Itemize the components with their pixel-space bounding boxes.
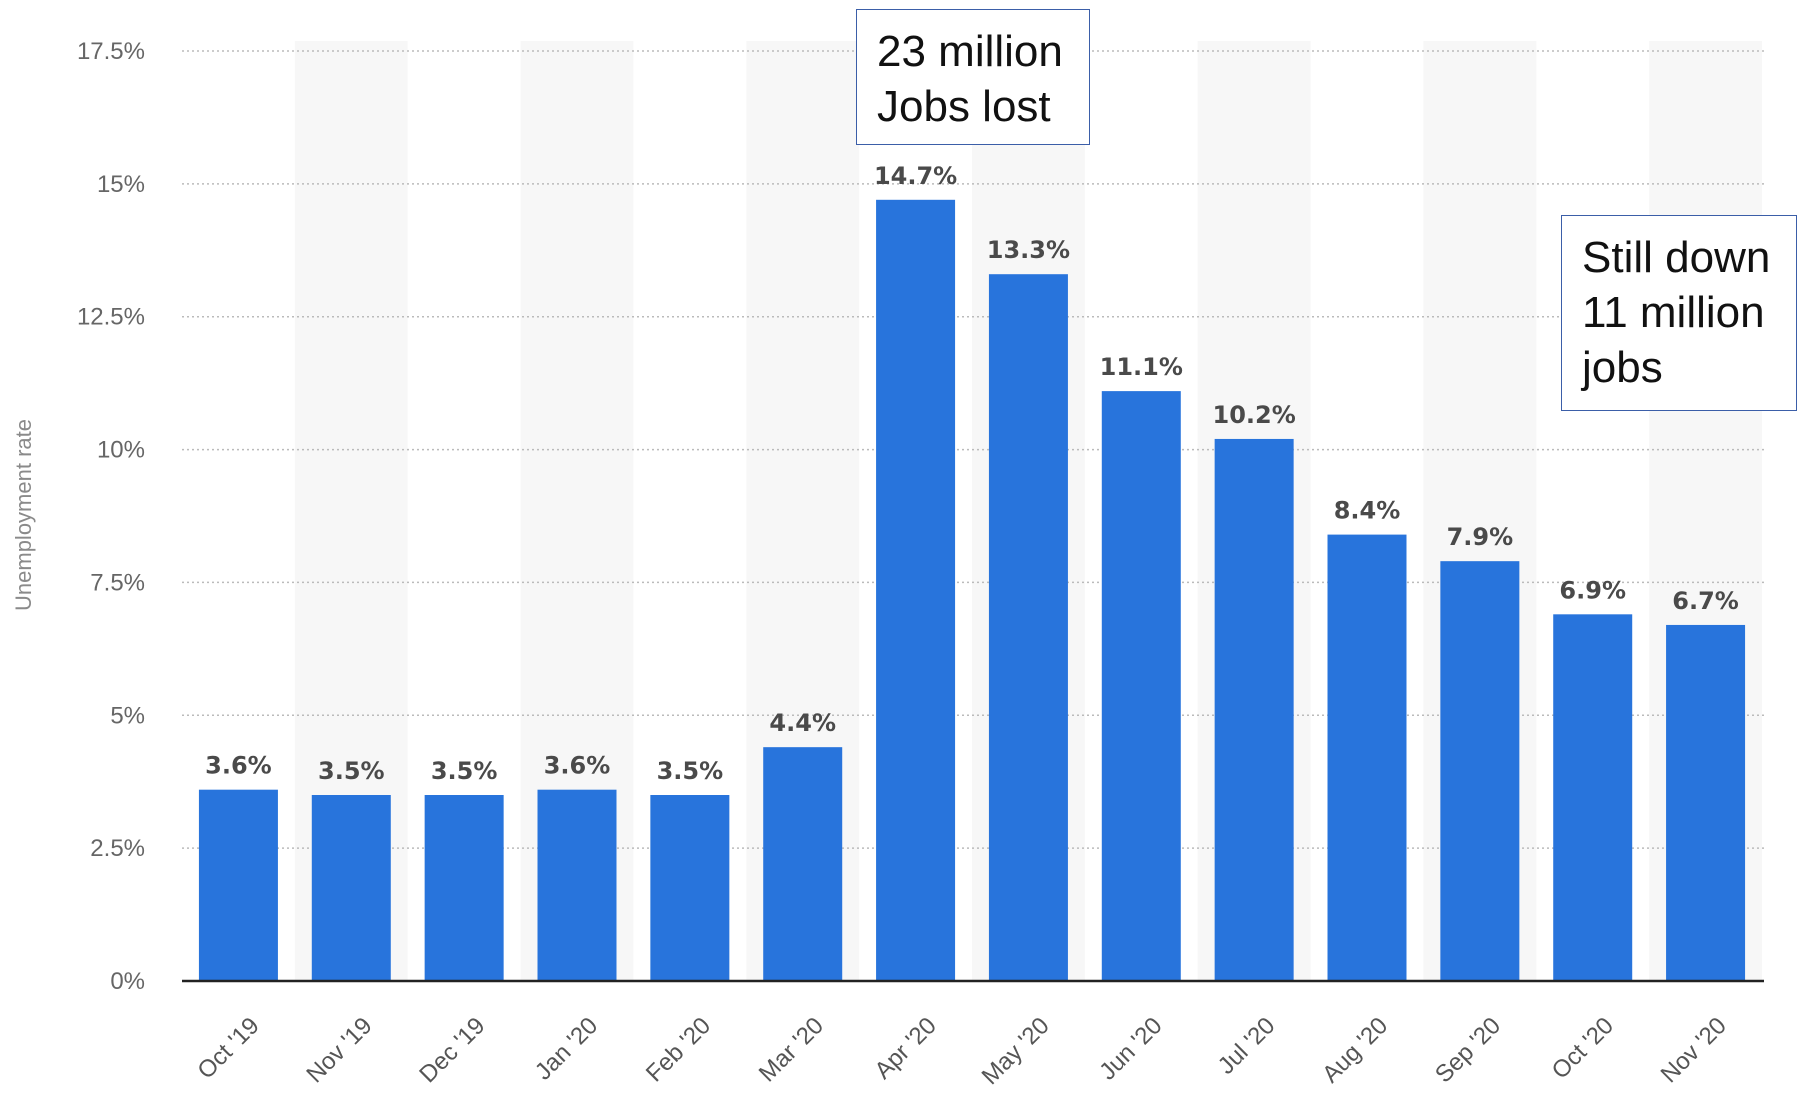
- bar-value-label: 3.5%: [318, 757, 385, 785]
- bar-value-labels: 3.6% 3.5% 3.5% 3.6% 3.5% 4.4% 14.7% 13.3% 11.1% 1…: [205, 162, 1739, 785]
- x-tick-label: Nov '20: [1656, 1012, 1732, 1088]
- bar: [650, 795, 730, 981]
- y-tick-label: 0%: [110, 968, 145, 995]
- y-axis-ticks: 0% 2.5% 5% 7.5% 10% 12.5% 15% 17.5%: [77, 38, 145, 995]
- annotation-line: Jobs lost: [877, 82, 1051, 131]
- bar: [1553, 614, 1633, 981]
- y-tick-label: 17.5%: [77, 38, 145, 65]
- y-tick-label: 7.5%: [90, 569, 145, 596]
- annotation-line: 11 million: [1582, 288, 1765, 337]
- bar: [1214, 438, 1294, 981]
- y-tick-label: 2.5%: [90, 835, 145, 862]
- x-tick-label: Oct '20: [1547, 1012, 1619, 1084]
- bar: [198, 789, 278, 981]
- bar: [1666, 624, 1746, 981]
- y-axis-label: Unemployment rate: [11, 419, 36, 611]
- x-axis-ticks: Oct '19 Nov '19 Dec '19 Jan '20 Feb '20 Mar '…: [192, 1012, 1731, 1090]
- bar: [763, 747, 843, 981]
- x-tick-label: Oct '19: [192, 1012, 264, 1084]
- bar-value-label: 3.6%: [205, 752, 272, 780]
- bar: [537, 789, 617, 981]
- annotation-jobs-lost: 23 million Jobs lost: [856, 9, 1090, 145]
- bar: [1327, 534, 1407, 981]
- bar: [988, 274, 1068, 981]
- bars: [198, 199, 1746, 982]
- y-tick-label: 12.5%: [77, 304, 145, 331]
- x-tick-label: Feb '20: [641, 1012, 716, 1087]
- x-tick-label: Jun '20: [1094, 1012, 1167, 1085]
- bar: [424, 795, 504, 981]
- bar-value-label: 10.2%: [1213, 401, 1296, 429]
- annotation-still-down: Still down 11 million jobs: [1561, 215, 1797, 411]
- bar-value-label: 7.9%: [1447, 523, 1514, 551]
- bar: [1440, 561, 1520, 981]
- annotation-line: jobs: [1582, 343, 1663, 392]
- x-tick-label: Aug '20: [1317, 1012, 1393, 1088]
- x-tick-label: Jul '20: [1213, 1012, 1281, 1080]
- x-tick-label: Jan '20: [530, 1012, 603, 1085]
- bar-value-label: 4.4%: [769, 709, 836, 737]
- bar-value-label: 14.7%: [874, 162, 957, 190]
- y-tick-label: 5%: [110, 702, 145, 729]
- x-tick-label: Nov '19: [301, 1012, 377, 1088]
- annotation-line: Still down: [1582, 233, 1771, 282]
- x-tick-label: Apr '20: [869, 1012, 941, 1084]
- bar-value-label: 3.5%: [657, 757, 724, 785]
- bar: [1101, 391, 1181, 982]
- x-tick-label: Dec '19: [414, 1012, 490, 1088]
- bar-value-label: 13.3%: [987, 236, 1070, 264]
- x-tick-label: May '20: [977, 1012, 1055, 1090]
- y-tick-label: 15%: [97, 171, 145, 198]
- bar-value-label: 6.9%: [1559, 576, 1626, 604]
- annotation-line: 23 million: [877, 27, 1063, 76]
- bar-value-label: 6.7%: [1672, 587, 1739, 615]
- bar-value-label: 3.6%: [544, 752, 611, 780]
- bar-value-label: 8.4%: [1334, 497, 1401, 525]
- bar: [311, 795, 391, 981]
- bar: [876, 199, 956, 982]
- bar-value-label: 3.5%: [431, 757, 498, 785]
- bar-value-label: 11.1%: [1100, 353, 1183, 381]
- x-tick-label: Sep '20: [1430, 1012, 1506, 1088]
- x-tick-label: Mar '20: [754, 1012, 829, 1087]
- y-tick-label: 10%: [97, 437, 145, 464]
